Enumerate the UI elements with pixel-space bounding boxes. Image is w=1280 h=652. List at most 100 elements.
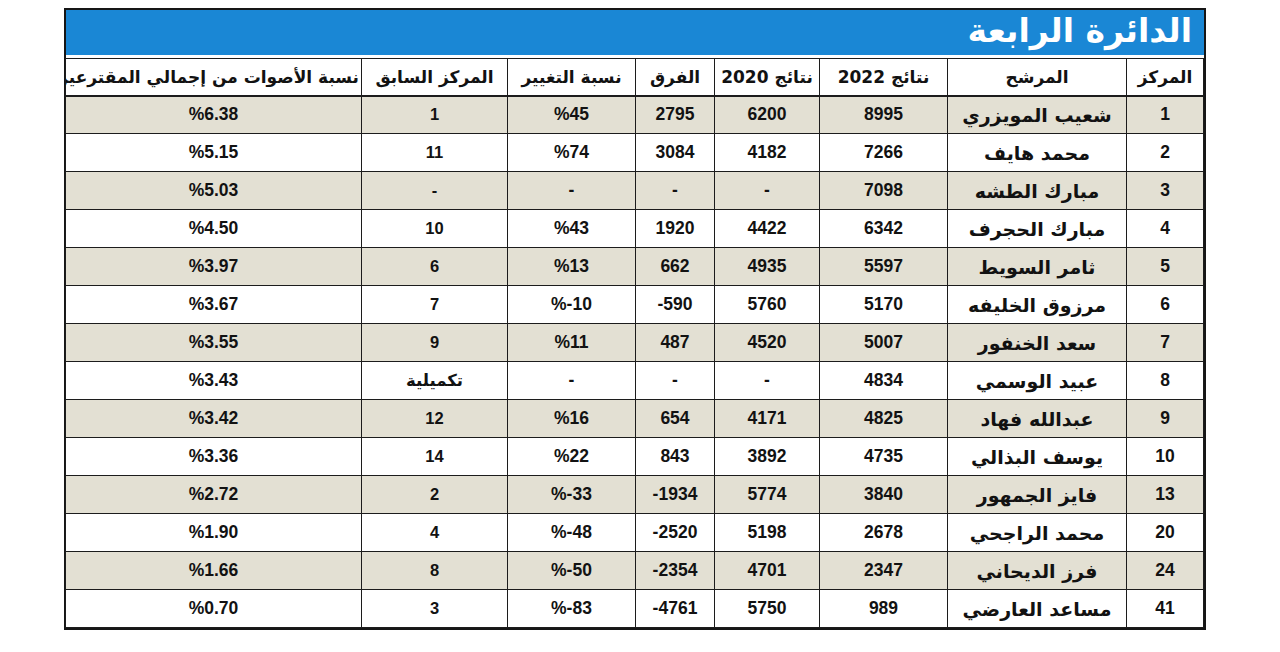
cell-votes-share: %3.97 — [66, 248, 362, 286]
cell-results-2022: 3840 — [820, 476, 948, 514]
cell-results-2022: 5597 — [820, 248, 948, 286]
cell-votes-share: %3.42 — [66, 400, 362, 438]
header-previous-rank: المركز السابق — [362, 59, 508, 96]
cell-previous-rank: 4 — [362, 514, 508, 552]
header-change-pct: نسبة التغيير — [508, 59, 636, 96]
table-row: 10 يوسف البذالي 4735 3892 843 %22 14 %3.… — [66, 438, 1204, 476]
cell-votes-share: %5.15 — [66, 134, 362, 172]
cell-difference: -2354 — [636, 552, 715, 590]
cell-candidate: شعيب المويزري — [948, 96, 1127, 134]
cell-change-pct: %-50 — [508, 552, 636, 590]
cell-previous-rank: 12 — [362, 400, 508, 438]
cell-results-2020: 4182 — [715, 134, 820, 172]
cell-results-2020: 5198 — [715, 514, 820, 552]
cell-results-2022: 4735 — [820, 438, 948, 476]
table-row: 20 محمد الراجحي 2678 5198 -2520 %-48 4 %… — [66, 514, 1204, 552]
cell-rank: 5 — [1127, 248, 1204, 286]
cell-results-2022: 8995 — [820, 96, 948, 134]
cell-results-2020: 6200 — [715, 96, 820, 134]
cell-rank: 3 — [1127, 172, 1204, 210]
cell-change-pct: %11 — [508, 324, 636, 362]
cell-rank: 10 — [1127, 438, 1204, 476]
header-candidate: المرشح — [948, 59, 1127, 96]
results-sheet: الدائرة الرابعة المركز المرشح نتائج 2022… — [64, 8, 1206, 630]
table-header-row: المركز المرشح نتائج 2022 نتائج 2020 الفر… — [66, 59, 1204, 96]
table-row: 13 فايز الجمهور 3840 5774 -1934 %-33 2 %… — [66, 476, 1204, 514]
cell-results-2020: 4171 — [715, 400, 820, 438]
header-votes-share: نسبة الأصوات من إجمالي المقترعين — [66, 59, 362, 96]
cell-rank: 1 — [1127, 96, 1204, 134]
cell-candidate: سعد الخنفور — [948, 324, 1127, 362]
cell-change-pct: %-48 — [508, 514, 636, 552]
cell-difference: 1920 — [636, 210, 715, 248]
cell-rank: 13 — [1127, 476, 1204, 514]
district-title: الدائرة الرابعة — [967, 14, 1192, 47]
table-row: 1 شعيب المويزري 8995 6200 2795 %45 1 %6.… — [66, 96, 1204, 134]
cell-change-pct: %74 — [508, 134, 636, 172]
cell-previous-rank: 1 — [362, 96, 508, 134]
cell-previous-rank: 6 — [362, 248, 508, 286]
cell-votes-share: %3.36 — [66, 438, 362, 476]
cell-results-2022: 2678 — [820, 514, 948, 552]
cell-candidate: مرزوق الخليفه — [948, 286, 1127, 324]
cell-difference: 843 — [636, 438, 715, 476]
cell-change-pct: %22 — [508, 438, 636, 476]
cell-previous-rank: 7 — [362, 286, 508, 324]
cell-candidate: عبدالله فهاد — [948, 400, 1127, 438]
table-row: 3 مبارك الطشه 7098 - - - - %5.03 — [66, 172, 1204, 210]
cell-results-2020: 4422 — [715, 210, 820, 248]
cell-previous-rank: 3 — [362, 590, 508, 628]
cell-candidate: فرز الديحاني — [948, 552, 1127, 590]
table-row: 41 مساعد العارضي 989 5750 -4761 %-83 3 %… — [66, 590, 1204, 628]
cell-results-2022: 4834 — [820, 362, 948, 400]
cell-rank: 20 — [1127, 514, 1204, 552]
cell-results-2020: 5774 — [715, 476, 820, 514]
cell-candidate: يوسف البذالي — [948, 438, 1127, 476]
cell-previous-rank: 2 — [362, 476, 508, 514]
cell-votes-share: %3.67 — [66, 286, 362, 324]
cell-difference: -1934 — [636, 476, 715, 514]
cell-candidate: محمد الراجحي — [948, 514, 1127, 552]
cell-previous-rank: تكميلية — [362, 362, 508, 400]
cell-results-2020: - — [715, 362, 820, 400]
table-row: 24 فرز الديحاني 2347 4701 -2354 %-50 8 %… — [66, 552, 1204, 590]
cell-results-2022: 5007 — [820, 324, 948, 362]
cell-difference: -2520 — [636, 514, 715, 552]
cell-candidate: مساعد العارضي — [948, 590, 1127, 628]
cell-results-2020: 4520 — [715, 324, 820, 362]
cell-results-2022: 2347 — [820, 552, 948, 590]
cell-results-2020: 3892 — [715, 438, 820, 476]
cell-difference: - — [636, 172, 715, 210]
cell-change-pct: %-33 — [508, 476, 636, 514]
table-row: 6 مرزوق الخليفه 5170 5760 -590 %-10 7 %3… — [66, 286, 1204, 324]
cell-change-pct: %-83 — [508, 590, 636, 628]
cell-difference: 662 — [636, 248, 715, 286]
cell-rank: 2 — [1127, 134, 1204, 172]
cell-rank: 8 — [1127, 362, 1204, 400]
cell-candidate: محمد هايف — [948, 134, 1127, 172]
cell-results-2022: 6342 — [820, 210, 948, 248]
cell-votes-share: %0.70 — [66, 590, 362, 628]
cell-previous-rank: 9 — [362, 324, 508, 362]
table-body: 1 شعيب المويزري 8995 6200 2795 %45 1 %6.… — [66, 96, 1204, 628]
cell-candidate: عبيد الوسمي — [948, 362, 1127, 400]
table-row: 2 محمد هايف 7266 4182 3084 %74 11 %5.15 — [66, 134, 1204, 172]
cell-difference: - — [636, 362, 715, 400]
cell-difference: -4761 — [636, 590, 715, 628]
cell-rank: 4 — [1127, 210, 1204, 248]
cell-previous-rank: - — [362, 172, 508, 210]
cell-change-pct: %16 — [508, 400, 636, 438]
district-title-bar: الدائرة الرابعة — [66, 10, 1204, 58]
table-row: 4 مبارك الحجرف 6342 4422 1920 %43 10 %4.… — [66, 210, 1204, 248]
cell-change-pct: %45 — [508, 96, 636, 134]
cell-previous-rank: 8 — [362, 552, 508, 590]
cell-results-2020: 5750 — [715, 590, 820, 628]
cell-rank: 41 — [1127, 590, 1204, 628]
cell-results-2020: 4935 — [715, 248, 820, 286]
header-difference: الفرق — [636, 59, 715, 96]
cell-change-pct: - — [508, 362, 636, 400]
cell-difference: 3084 — [636, 134, 715, 172]
table-row: 8 عبيد الوسمي 4834 - - - تكميلية %3.43 — [66, 362, 1204, 400]
cell-rank: 9 — [1127, 400, 1204, 438]
cell-votes-share: %2.72 — [66, 476, 362, 514]
